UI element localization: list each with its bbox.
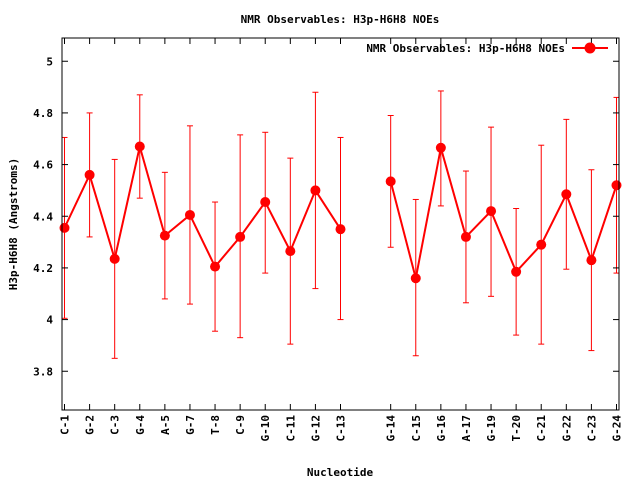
- data-point: [536, 239, 547, 250]
- data-point: [310, 185, 321, 196]
- x-tick-label: G-22: [560, 415, 573, 442]
- chart-title: NMR Observables: H3p-H6H8 NOEs: [241, 13, 440, 26]
- data-point: [486, 206, 497, 217]
- x-tick-label: T-8: [209, 415, 222, 435]
- x-tick-label: C-3: [109, 415, 122, 435]
- y-tick-label: 4.2: [33, 262, 53, 275]
- data-point: [435, 142, 446, 153]
- x-tick-label: G-7: [184, 415, 197, 435]
- x-tick-label: C-23: [585, 415, 598, 442]
- x-axis-ticks: C-1 G-2 C-3 G-4 A-5 G-7 T-8 C-9 G-10 C-11 G-12 C-13…: [59, 38, 623, 442]
- x-tick-label: G-12: [309, 415, 322, 442]
- x-tick-label: G-14: [385, 415, 398, 442]
- data-point: [235, 231, 246, 242]
- data-point: [159, 230, 170, 241]
- y-tick-label: 5: [46, 55, 53, 68]
- x-tick-label: C-1: [59, 415, 72, 435]
- x-tick-label: G-24: [610, 415, 623, 442]
- x-tick-label: T-20: [510, 415, 523, 442]
- x-tick-label: G-2: [84, 415, 97, 435]
- legend-label: NMR Observables: H3p-H6H8 NOEs: [366, 42, 565, 55]
- data-point: [210, 261, 221, 272]
- data-point: [561, 189, 572, 200]
- y-tick-label: 4.6: [33, 159, 53, 172]
- y-tick-label: 4.4: [33, 210, 53, 223]
- data-point: [260, 197, 271, 208]
- data-point: [586, 255, 597, 266]
- series-line: [389, 147, 618, 279]
- x-tick-label: C-13: [335, 415, 348, 442]
- x-axis-title: Nucleotide: [307, 466, 374, 479]
- data-point: [410, 273, 421, 284]
- data-point: [109, 253, 120, 264]
- plot-marks: [59, 90, 622, 359]
- series-line: [63, 146, 342, 269]
- data-point: [134, 141, 145, 152]
- data-point: [59, 222, 70, 233]
- x-tick-label: C-11: [284, 415, 297, 442]
- x-tick-label: G-19: [485, 415, 498, 442]
- data-point: [511, 266, 522, 277]
- data-point: [335, 224, 346, 235]
- data-point: [285, 246, 296, 257]
- legend-marker: [584, 42, 596, 54]
- x-tick-label: C-21: [535, 415, 548, 442]
- y-axis-title: H3p-H6H8 (Angstroms): [7, 158, 20, 290]
- y-tick-label: 4: [46, 314, 53, 327]
- x-tick-label: G-4: [134, 415, 147, 435]
- data-point: [184, 209, 195, 220]
- x-tick-label: C-9: [234, 415, 247, 435]
- data-point: [460, 231, 471, 242]
- y-tick-label: 3.8: [33, 365, 53, 378]
- legend: NMR Observables: H3p-H6H8 NOEs: [366, 42, 608, 55]
- x-tick-label: G-16: [435, 415, 448, 442]
- data-point: [385, 176, 396, 187]
- x-tick-label: A-5: [159, 415, 172, 435]
- x-tick-label: G-10: [259, 415, 272, 442]
- data-point: [84, 169, 95, 180]
- data-point: [611, 180, 622, 191]
- y-tick-label: 4.8: [33, 107, 53, 120]
- y-axis-ticks: 3.8 4 4.2 4.4 4.6 4.8 5: [33, 55, 619, 378]
- x-tick-label: A-17: [460, 415, 473, 442]
- x-tick-label: C-15: [410, 415, 423, 442]
